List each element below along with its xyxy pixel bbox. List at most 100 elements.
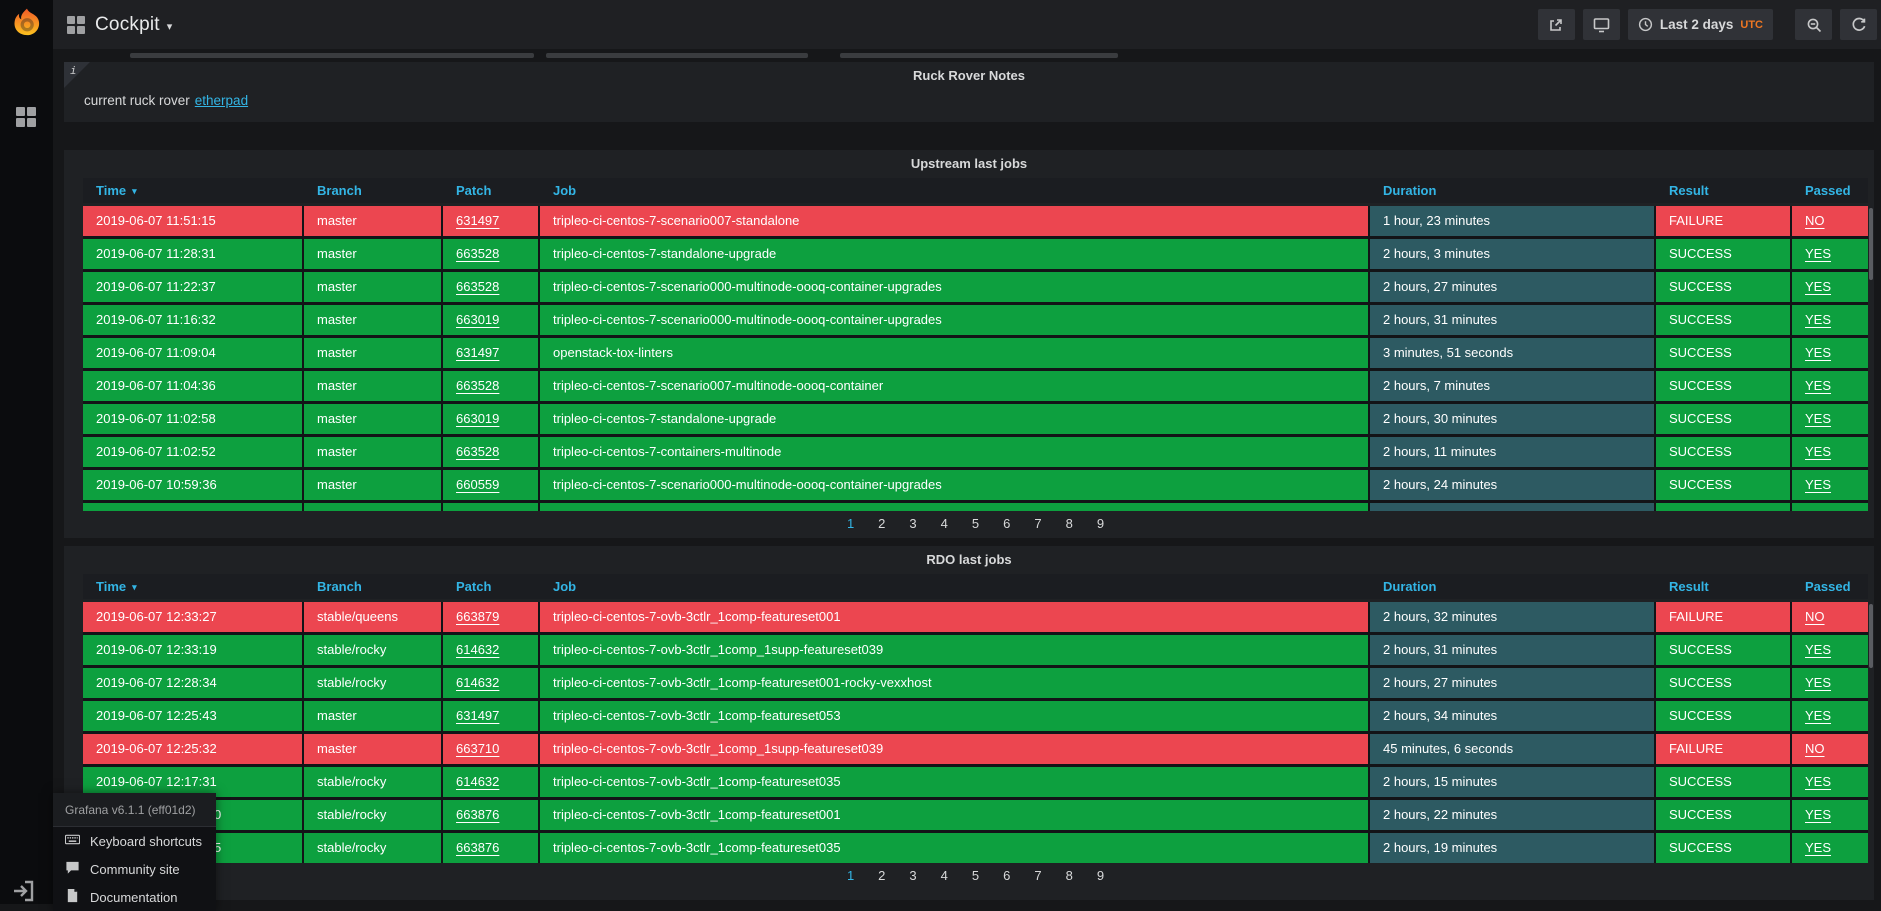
- job-row: 2019-06-07 11:51:15 master 631497 tripleo-c…: [83, 206, 1868, 236]
- result-cell: SUCCESS: [1656, 668, 1790, 698]
- page-number[interactable]: 3: [909, 516, 917, 531]
- col-header-branch[interactable]: Branch: [317, 183, 362, 198]
- page-number[interactable]: 6: [1003, 516, 1011, 531]
- page-number[interactable]: 1: [846, 868, 855, 883]
- table-scrollbar[interactable]: [1869, 604, 1873, 668]
- result-cell: FAILURE: [1656, 734, 1790, 764]
- tv-mode-button[interactable]: [1582, 9, 1620, 40]
- menu-item-documentation[interactable]: Documentation: [53, 883, 216, 911]
- passed-link[interactable]: YES: [1805, 279, 1832, 294]
- col-header-time[interactable]: Time ▾: [96, 183, 137, 198]
- patch-link[interactable]: 614632: [456, 675, 500, 690]
- zoom-out-icon: [1806, 17, 1822, 33]
- patch-link[interactable]: 663876: [456, 807, 500, 822]
- patch-link[interactable]: 663528: [456, 246, 500, 261]
- page-number[interactable]: 5: [971, 868, 980, 883]
- menu-item-keyboard-shortcuts[interactable]: Keyboard shortcuts: [53, 827, 216, 855]
- page-number[interactable]: 7: [1034, 868, 1042, 883]
- passed-link[interactable]: YES: [1805, 807, 1832, 822]
- job-cell: openstack-tox-linters: [540, 338, 1368, 368]
- col-header-job[interactable]: Job: [553, 183, 577, 198]
- passed-link[interactable]: YES: [1805, 411, 1832, 426]
- duration-cell: 45 minutes, 6 seconds: [1370, 734, 1654, 764]
- patch-link[interactable]: 663710: [456, 741, 500, 756]
- dashboard-title[interactable]: Cockpit: [95, 13, 160, 35]
- refresh-button[interactable]: [1840, 9, 1877, 40]
- passed-link[interactable]: NO: [1805, 213, 1825, 228]
- grafana-logo-icon[interactable]: [10, 7, 44, 41]
- col-header-job[interactable]: Job: [553, 579, 577, 594]
- patch-link[interactable]: 631497: [456, 708, 500, 723]
- page-number[interactable]: 6: [1003, 868, 1011, 883]
- etherpad-link[interactable]: etherpad: [194, 93, 249, 108]
- col-header-duration[interactable]: Duration: [1383, 183, 1437, 198]
- col-header-result[interactable]: Result: [1669, 579, 1709, 594]
- patch-link[interactable]: 631497: [456, 345, 500, 360]
- page-number[interactable]: 8: [1065, 516, 1073, 531]
- page-number[interactable]: 5: [971, 516, 980, 531]
- passed-link[interactable]: YES: [1805, 708, 1832, 723]
- patch-link[interactable]: 660559: [456, 477, 500, 492]
- sign-in-icon[interactable]: [12, 880, 34, 902]
- job-cell: tripleo-ci-centos-7-scenario000-multinod…: [540, 305, 1368, 335]
- passed-cell: YES: [1792, 833, 1868, 863]
- patch-link[interactable]: 614632: [456, 642, 500, 657]
- page-number[interactable]: 4: [940, 868, 948, 883]
- panel-title[interactable]: Upstream last jobs: [910, 156, 1028, 171]
- page-number[interactable]: 3: [909, 868, 917, 883]
- col-header-result[interactable]: Result: [1669, 183, 1709, 198]
- passed-link[interactable]: YES: [1805, 774, 1832, 789]
- time-range-picker[interactable]: Last 2 days UTC: [1627, 9, 1773, 40]
- page-number[interactable]: 2: [878, 868, 886, 883]
- panel-title[interactable]: Ruck Rover Notes: [913, 68, 1025, 83]
- passed-cell: YES: [1792, 272, 1868, 302]
- panel-title[interactable]: RDO last jobs: [926, 552, 1012, 567]
- chevron-down-icon[interactable]: ▾: [166, 21, 173, 33]
- patch-link[interactable]: 663019: [456, 411, 500, 426]
- dashboards-icon[interactable]: [15, 106, 37, 128]
- panel-info-corner-icon[interactable]: [64, 62, 90, 88]
- passed-link[interactable]: YES: [1805, 840, 1832, 855]
- page-number[interactable]: 9: [1096, 868, 1105, 883]
- page-number[interactable]: 1: [846, 516, 855, 531]
- passed-link[interactable]: YES: [1805, 642, 1832, 657]
- passed-link[interactable]: YES: [1805, 312, 1832, 327]
- passed-link[interactable]: NO: [1805, 741, 1825, 756]
- zoom-out-button[interactable]: [1795, 9, 1832, 40]
- page-number[interactable]: 7: [1034, 516, 1042, 531]
- col-header-passed[interactable]: Passed: [1805, 183, 1851, 198]
- patch-link[interactable]: 663019: [456, 312, 500, 327]
- col-header-passed[interactable]: Passed: [1805, 579, 1851, 594]
- passed-link[interactable]: YES: [1805, 378, 1832, 393]
- job-row: 2019-06-07 12:25:32 master 663710 tripleo-c…: [83, 734, 1868, 764]
- patch-link[interactable]: 631497: [456, 213, 500, 228]
- passed-link[interactable]: NO: [1805, 609, 1825, 624]
- col-header-branch[interactable]: Branch: [317, 579, 362, 594]
- col-header-patch[interactable]: Patch: [456, 183, 492, 198]
- page-number[interactable]: 8: [1065, 868, 1073, 883]
- patch-link[interactable]: 663876: [456, 840, 500, 855]
- passed-link[interactable]: YES: [1805, 345, 1832, 360]
- table-scrollbar[interactable]: [1869, 208, 1873, 280]
- col-header-time[interactable]: Time ▾: [96, 579, 137, 594]
- patch-link[interactable]: 663528: [456, 279, 500, 294]
- time-cell: 2019-06-07 11:16:32: [83, 305, 302, 335]
- page-number[interactable]: 4: [940, 516, 948, 531]
- share-button[interactable]: [1537, 9, 1575, 40]
- passed-link[interactable]: YES: [1805, 444, 1832, 459]
- patch-link[interactable]: 663528: [456, 444, 500, 459]
- col-header-duration[interactable]: Duration: [1383, 579, 1437, 594]
- patch-link[interactable]: 614632: [456, 774, 500, 789]
- patch-link[interactable]: 663528: [456, 378, 500, 393]
- menu-item-community-site[interactable]: Community site: [53, 855, 216, 883]
- page-number[interactable]: 2: [878, 516, 886, 531]
- passed-link[interactable]: YES: [1805, 675, 1832, 690]
- passed-link[interactable]: YES: [1805, 477, 1832, 492]
- col-header-patch[interactable]: Patch: [456, 579, 492, 594]
- page-number[interactable]: 9: [1096, 516, 1105, 531]
- refresh-icon: [1851, 17, 1867, 33]
- grafana-version-label: Grafana v6.1.1 (eff01d2): [53, 793, 216, 827]
- passed-link[interactable]: YES: [1805, 246, 1832, 261]
- branch-cell: master: [304, 371, 441, 401]
- patch-link[interactable]: 663879: [456, 609, 500, 624]
